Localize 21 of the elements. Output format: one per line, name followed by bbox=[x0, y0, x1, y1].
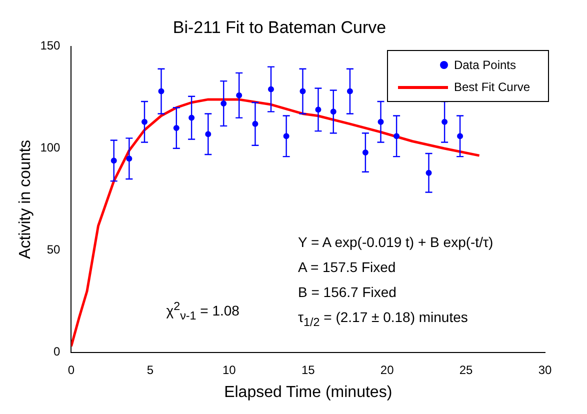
x-axis-title: Elapsed Time (minutes) bbox=[224, 384, 392, 401]
x-tick-label: 25 bbox=[459, 362, 474, 377]
x-tick-label: 10 bbox=[222, 362, 236, 377]
y-tick-label: 150 bbox=[40, 38, 61, 53]
x-tick-label: 20 bbox=[380, 362, 394, 377]
annotation: χ$^{2}$$_{ν-1}$ = 1.08 bbox=[166, 300, 240, 323]
y-tick-label: 0 bbox=[54, 344, 61, 359]
chart-title: Bi-211 Fit to Bateman Curve bbox=[172, 18, 386, 37]
legend-label: Best Fit Curve bbox=[454, 80, 530, 94]
x-tick-label: 30 bbox=[538, 362, 552, 377]
x-tick-label: 15 bbox=[301, 362, 316, 377]
annotation: A = 157.5 Fixed bbox=[298, 259, 396, 276]
annotation: B = 156.7 Fixed bbox=[298, 284, 396, 300]
legend-label: Data Points bbox=[454, 58, 516, 72]
y-tick-label: 50 bbox=[46, 242, 61, 257]
annotation: τ$_{1/2}$ = (2.17 ± 0.18) minutes bbox=[298, 309, 468, 330]
y-axis-title: Activity in counts bbox=[17, 140, 34, 259]
y-tick-label: 100 bbox=[40, 140, 61, 155]
annotation: Y = A exp(-0.019 t) + B exp(-t/τ) bbox=[298, 234, 494, 250]
x-tick-label: 5 bbox=[146, 362, 154, 377]
x-tick-label: 0 bbox=[68, 362, 75, 377]
